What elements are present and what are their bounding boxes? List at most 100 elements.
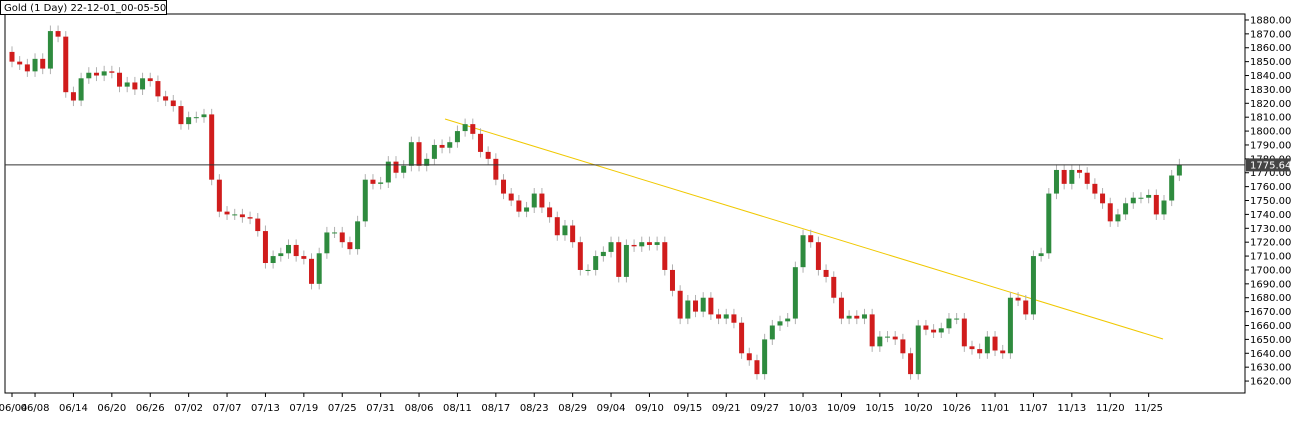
candle-body bbox=[608, 242, 614, 252]
candle-body bbox=[808, 235, 814, 243]
y-tick-label: 1640.00 bbox=[1250, 349, 1291, 360]
candle-body bbox=[239, 214, 245, 218]
candle-body bbox=[792, 267, 798, 319]
y-tick-label: 1710.00 bbox=[1250, 252, 1291, 263]
x-tick-label: 07/19 bbox=[289, 403, 318, 414]
x-tick-label: 08/11 bbox=[443, 403, 472, 414]
candle-body bbox=[424, 158, 430, 166]
candle-body bbox=[101, 71, 107, 76]
candle-body bbox=[631, 244, 637, 247]
candle-body bbox=[78, 78, 84, 101]
y-tick-label: 1880.00 bbox=[1250, 15, 1291, 26]
candle-body bbox=[178, 106, 184, 125]
candle-body bbox=[777, 321, 783, 326]
candle-body bbox=[762, 339, 768, 375]
x-tick-label: 08/23 bbox=[520, 403, 549, 414]
candle-body bbox=[293, 244, 299, 257]
candle-body bbox=[462, 124, 468, 132]
x-tick-label: 06/04 bbox=[0, 403, 27, 414]
candle-body bbox=[1084, 172, 1090, 184]
candle-body bbox=[908, 353, 914, 375]
candle-body bbox=[362, 179, 368, 222]
candle-body bbox=[769, 325, 775, 340]
y-tick-label: 1790.00 bbox=[1250, 140, 1291, 151]
candle-body bbox=[1161, 200, 1167, 215]
candle-body bbox=[501, 179, 507, 194]
candle-body bbox=[416, 142, 422, 166]
candle-body bbox=[969, 346, 975, 350]
x-tick-label: 06/14 bbox=[59, 403, 88, 414]
candle-body bbox=[124, 82, 130, 87]
x-tick-label: 07/02 bbox=[174, 403, 203, 414]
y-tick-label: 1700.00 bbox=[1250, 265, 1291, 276]
candle-body bbox=[147, 78, 153, 82]
candle-body bbox=[954, 318, 960, 320]
y-tick-label: 1800.00 bbox=[1250, 127, 1291, 138]
candle-body bbox=[877, 336, 883, 347]
candle-body bbox=[1153, 194, 1159, 215]
candle-body bbox=[247, 217, 253, 219]
candle-body bbox=[408, 142, 414, 166]
candle-body bbox=[155, 81, 161, 97]
candle-body bbox=[1046, 193, 1052, 254]
x-tick-label: 10/03 bbox=[789, 403, 818, 414]
candle-body bbox=[508, 193, 514, 201]
x-tick-label: 10/09 bbox=[827, 403, 856, 414]
candle-body bbox=[117, 72, 123, 87]
candle-body bbox=[454, 131, 460, 143]
chart-title: Gold (1 Day) 22-12-01_00-05-50 bbox=[4, 3, 166, 14]
candle-body bbox=[846, 315, 852, 319]
candle-body bbox=[1169, 175, 1175, 201]
candle-body bbox=[708, 297, 714, 315]
y-tick-label: 1810.00 bbox=[1250, 113, 1291, 124]
candle-body bbox=[516, 200, 522, 212]
candle-body bbox=[992, 336, 998, 351]
y-tick-label: 1630.00 bbox=[1250, 363, 1291, 374]
candle-body bbox=[9, 51, 15, 62]
candle-body bbox=[401, 165, 407, 173]
candle-body bbox=[946, 318, 952, 329]
candle-body bbox=[961, 318, 967, 347]
candle-body bbox=[1000, 350, 1006, 354]
candle-body bbox=[662, 242, 668, 270]
candle-body bbox=[32, 58, 38, 72]
candle-body bbox=[1038, 253, 1044, 257]
candle-body bbox=[931, 329, 937, 333]
y-tick-label: 1750.00 bbox=[1250, 196, 1291, 207]
candle-body bbox=[186, 117, 192, 125]
x-tick-label: 09/15 bbox=[673, 403, 702, 414]
x-tick-label: 10/20 bbox=[904, 403, 933, 414]
candle-body bbox=[570, 225, 576, 243]
candle-body bbox=[869, 314, 875, 347]
candle-body bbox=[746, 353, 752, 361]
y-tick-label: 1620.00 bbox=[1250, 377, 1291, 388]
candle-body bbox=[86, 72, 92, 79]
candle-body bbox=[262, 231, 268, 264]
candle-body bbox=[201, 114, 207, 118]
candle-body bbox=[693, 300, 699, 312]
candle-body bbox=[861, 314, 867, 319]
candle-body bbox=[170, 100, 176, 107]
candle-body bbox=[739, 322, 745, 354]
candle-body bbox=[1030, 256, 1036, 315]
candle-body bbox=[815, 242, 821, 270]
x-tick-label: 09/27 bbox=[750, 403, 779, 414]
candle-body bbox=[301, 256, 307, 259]
candle-body bbox=[163, 96, 169, 101]
y-tick-label: 1760.00 bbox=[1250, 182, 1291, 193]
candle-body bbox=[63, 36, 69, 93]
candle-body bbox=[623, 244, 629, 277]
y-tick-label: 1740.00 bbox=[1250, 210, 1291, 221]
candle-body bbox=[1092, 183, 1098, 194]
candle-body bbox=[531, 193, 537, 208]
candle-body bbox=[616, 242, 622, 277]
candle-body bbox=[938, 328, 944, 333]
x-tick-label: 08/17 bbox=[481, 403, 510, 414]
candle-body bbox=[539, 193, 545, 208]
candle-body bbox=[685, 300, 691, 319]
candle-body bbox=[785, 318, 791, 322]
candle-body bbox=[923, 325, 929, 330]
candle-body bbox=[562, 225, 568, 236]
candle-body bbox=[547, 207, 553, 218]
